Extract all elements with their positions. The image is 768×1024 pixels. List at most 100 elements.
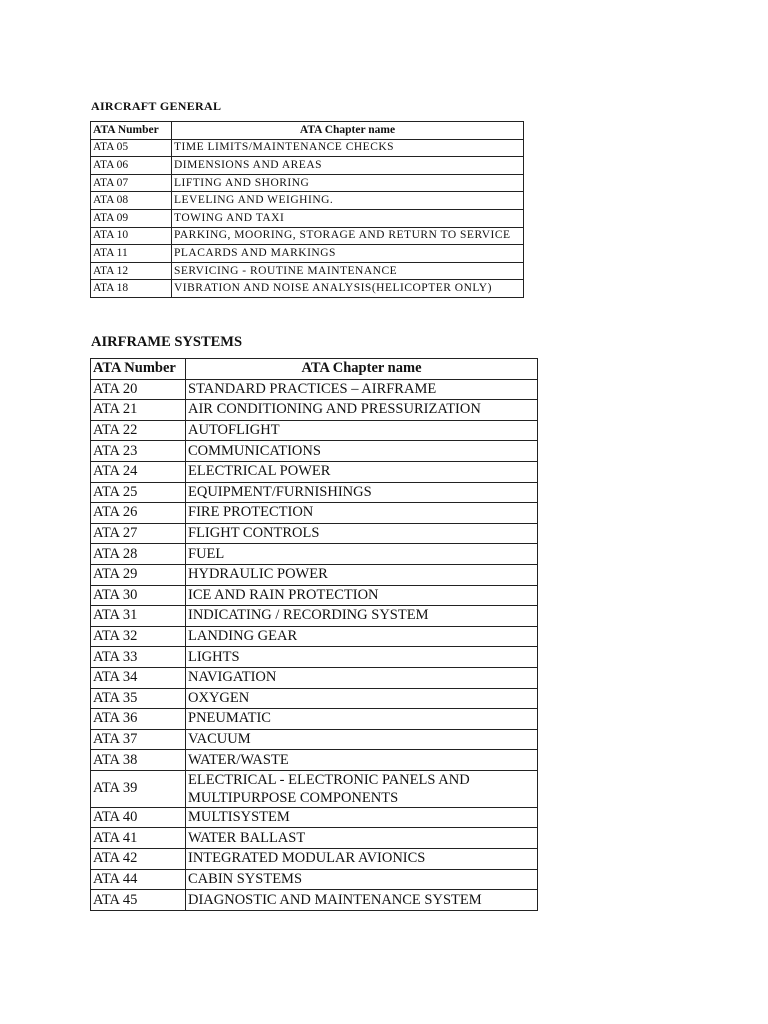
table-row: ATA 11 PLACARDS AND MARKINGS [90,244,524,263]
ata-number-cell: ATA 42 [90,848,186,870]
chapter-name-cell: LEVELING AND WEIGHING. [171,191,524,210]
table-row: ATA 26 FIRE PROTECTION [90,502,538,524]
table-row: ATA 28 FUEL [90,543,538,565]
ata-number-cell: ATA 31 [90,605,186,627]
chapter-name-cell: AUTOFLIGHT [185,419,538,442]
section-title-aircraft-general: AIRCRAFT GENERAL [91,99,222,113]
chapter-name-cell: VACUUM [185,728,538,751]
table-row: ATA 10 PARKING, MOORING, STORAGE AND RETU… [90,226,524,246]
table-row: ATA 34 NAVIGATION [90,666,538,689]
ata-number-cell: ATA 34 [90,666,186,689]
table-row: ATA 36 PNEUMATIC [90,708,538,730]
table-row: ATA 25 EQUIPMENT/FURNISHINGS [90,481,538,504]
table-row: ATA 07 LIFTING AND SHORING [90,173,524,193]
airframe-systems-table: ATA Number ATA Chapter name ATA 20 STANDA… [90,358,538,911]
table-row: ATA 38 WATER/WASTE [90,749,538,771]
chapter-name-cell: INTEGRATED MODULAR AVIONICS [185,848,538,870]
chapter-name-cell: ICE AND RAIN PROTECTION [185,584,538,607]
table-row: ATA 29 HYDRAULIC POWER [90,563,538,586]
chapter-name-cell: INDICATING / RECORDING SYSTEM [185,605,538,627]
table-row: ATA 09 TOWING AND TAXI [90,208,524,228]
ata-number-cell: ATA 07 [90,173,172,193]
chapter-name-cell: COMMUNICATIONS [185,440,538,462]
chapter-name-cell: LIGHTS [185,646,538,668]
chapter-name-cell: MULTISYSTEM [185,806,538,829]
chapter-name-cell: ELECTRICAL - ELECTRONIC PANELS AND MULTI… [185,769,538,808]
ata-number-cell: ATA 41 [90,827,186,850]
table-row: ATA 33 LIGHTS [90,646,538,668]
ata-number-cell: ATA 29 [90,563,186,586]
table-row: ATA 41 WATER BALLAST [90,827,538,850]
ata-number-cell: ATA 40 [90,806,186,829]
ata-number-cell: ATA 12 [90,261,172,281]
chapter-name-cell: SERVICING - ROUTINE MAINTENANCE [171,261,524,281]
chapter-name-cell: HYDRAULIC POWER [185,563,538,586]
ata-number-cell: ATA 39 [90,769,186,808]
table-row: ATA 42 INTEGRATED MODULAR AVIONICS [90,848,538,870]
table-row: ATA 21 AIR CONDITIONING AND PRESSURIZATIO… [90,399,538,421]
ata-number-cell: ATA 37 [90,728,186,751]
ata-number-cell: ATA 05 [90,138,172,158]
table-row: ATA 37 VACUUM [90,728,538,751]
ata-number-cell: ATA 20 [90,378,186,401]
chapter-name-cell: TIME LIMITS/MAINTENANCE CHECKS [171,138,524,158]
table-header-row: ATA Number ATA Chapter name [90,358,538,380]
table-row: ATA 39 ELECTRICAL - ELECTRONIC PANELS AND… [90,769,538,808]
table-row: ATA 08 LEVELING AND WEIGHING. [90,191,524,210]
column-header-ata-number: ATA Number [90,121,172,140]
ata-number-cell: ATA 26 [90,502,186,524]
column-header-ata-number: ATA Number [90,358,186,380]
table-row: ATA 18 VIBRATION AND NOISE ANALYSIS(HELIC… [90,279,524,298]
chapter-name-cell: ELECTRICAL POWER [185,460,538,483]
ata-number-cell: ATA 10 [90,226,172,246]
ata-number-cell: ATA 24 [90,460,186,483]
table-row: ATA 20 STANDARD PRACTICES – AIRFRAME [90,378,538,401]
section-title-airframe-systems: AIRFRAME SYSTEMS [91,334,243,350]
chapter-name-cell: PARKING, MOORING, STORAGE AND RETURN TO … [171,226,524,246]
column-header-chapter-name: ATA Chapter name [185,358,538,380]
ata-number-cell: ATA 32 [90,625,186,648]
chapter-name-cell: WATER BALLAST [185,827,538,850]
ata-number-cell: ATA 38 [90,749,186,771]
chapter-name-cell: LIFTING AND SHORING [171,173,524,193]
table-row: ATA 24 ELECTRICAL POWER [90,460,538,483]
ata-number-cell: ATA 23 [90,440,186,462]
chapter-name-cell: FUEL [185,543,538,565]
table-row: ATA 05 TIME LIMITS/MAINTENANCE CHECKS [90,138,524,158]
table-row: ATA 32 LANDING GEAR [90,625,538,648]
ata-number-cell: ATA 35 [90,687,186,710]
chapter-name-cell: DIMENSIONS AND AREAS [171,156,524,175]
chapter-name-cell: LANDING GEAR [185,625,538,648]
chapter-name-cell: EQUIPMENT/FURNISHINGS [185,481,538,504]
chapter-name-cell: FLIGHT CONTROLS [185,522,538,545]
ata-number-cell: ATA 27 [90,522,186,545]
table-row: ATA 44 CABIN SYSTEMS [90,868,538,891]
chapter-name-cell: AIR CONDITIONING AND PRESSURIZATION [185,399,538,421]
ata-number-cell: ATA 22 [90,419,186,442]
ata-number-cell: ATA 44 [90,868,186,891]
aircraft-general-table: ATA Number ATA Chapter name ATA 05 TIME L… [90,121,524,298]
ata-number-cell: ATA 33 [90,646,186,668]
ata-number-cell: ATA 25 [90,481,186,504]
ata-number-cell: ATA 21 [90,399,186,421]
table-row: ATA 45 DIAGNOSTIC AND MAINTENANCE SYSTEM [90,889,538,911]
chapter-name-cell: STANDARD PRACTICES – AIRFRAME [185,378,538,401]
ata-number-cell: ATA 28 [90,543,186,565]
table-row: ATA 27 FLIGHT CONTROLS [90,522,538,545]
column-header-chapter-name: ATA Chapter name [171,121,524,140]
chapter-name-cell: VIBRATION AND NOISE ANALYSIS(HELICOPTER … [171,279,524,298]
table-row: ATA 22 AUTOFLIGHT [90,419,538,442]
table-row: ATA 06 DIMENSIONS AND AREAS [90,156,524,175]
ata-number-cell: ATA 06 [90,156,172,175]
table-row: ATA 30 ICE AND RAIN PROTECTION [90,584,538,607]
ata-number-cell: ATA 08 [90,191,172,210]
ata-number-cell: ATA 09 [90,208,172,228]
chapter-name-cell: WATER/WASTE [185,749,538,771]
ata-number-cell: ATA 36 [90,708,186,730]
ata-number-cell: ATA 45 [90,889,186,911]
chapter-name-cell: TOWING AND TAXI [171,208,524,228]
chapter-name-cell: PNEUMATIC [185,708,538,730]
table-row: ATA 40 MULTISYSTEM [90,806,538,829]
table-row: ATA 35 OXYGEN [90,687,538,710]
table-row: ATA 12 SERVICING - ROUTINE MAINTENANCE [90,261,524,281]
